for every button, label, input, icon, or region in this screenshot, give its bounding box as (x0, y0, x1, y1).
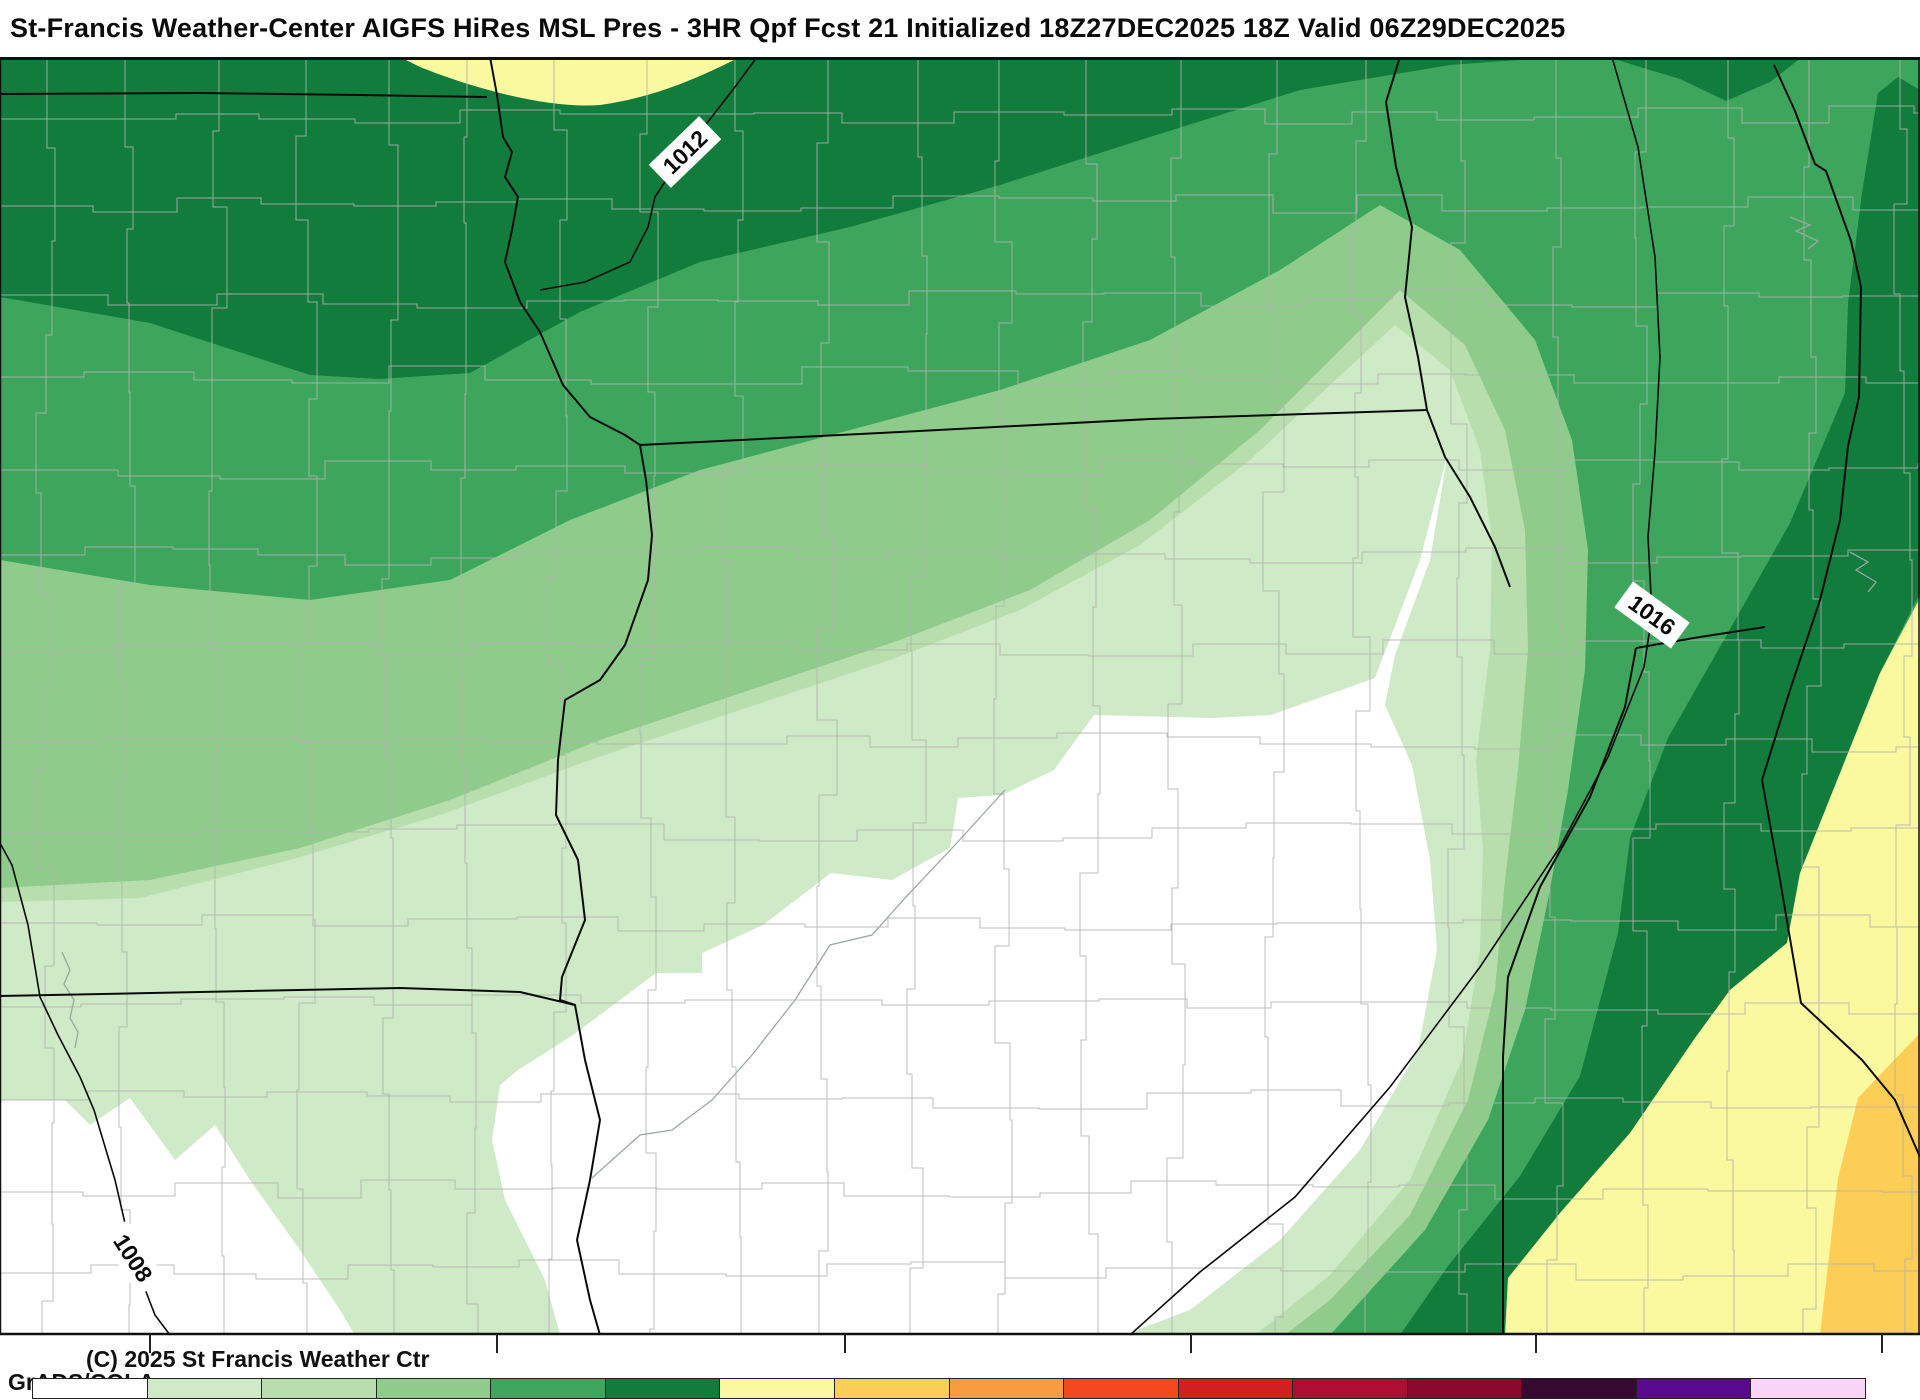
copyright-text: (C) 2025 St Francis Weather Ctr (86, 1346, 430, 1372)
river-small-ne1 (1789, 216, 1820, 250)
isobar-1016 (1129, 57, 1661, 1336)
map-frame (0, 57, 1920, 1353)
colorbar-cell (1522, 1379, 1637, 1398)
state-borders (0, 57, 1920, 1336)
fill-white-southwest (0, 1098, 355, 1335)
isobar-1012 (539, 57, 758, 291)
colorbar-cell (720, 1379, 835, 1398)
fill-yellow-top-patch (400, 57, 740, 106)
fill-yellow-se (1505, 598, 1920, 1335)
county-boundaries (0, 57, 1920, 1335)
title-bar: St-Francis Weather-Center AIGFS HiRes MS… (0, 0, 1920, 57)
colorbar-cell (1636, 1379, 1752, 1398)
colorbar-cell (491, 1379, 606, 1398)
fill-dark-ne-patch (1608, 57, 1802, 101)
fill-dark-top-band (0, 57, 1560, 379)
river-illinois (591, 789, 1006, 1179)
border-lakeshore (1761, 64, 1920, 1158)
qpf-shading (0, 57, 1920, 1335)
colorbar-cell (949, 1379, 1065, 1398)
colorbar-cell (33, 1379, 148, 1398)
colorbar-cell (1178, 1379, 1294, 1398)
border-horizontal-mid (639, 409, 1428, 446)
colorbar-cell (147, 1379, 263, 1398)
longitude-ticks (149, 1334, 1883, 1353)
border-branch-south (1502, 647, 1637, 1335)
colorbar-cell (605, 1379, 721, 1398)
map-title: St-Francis Weather-Center AIGFS HiRes MS… (10, 13, 1566, 43)
border-branch-east (1635, 626, 1766, 649)
river-small-west (61, 951, 79, 1049)
fill-dark-east-band (1400, 77, 1920, 1335)
colorbar-cell (376, 1379, 492, 1398)
border-north-horizontal (0, 92, 488, 98)
river-small-ne2 (1849, 551, 1877, 593)
colorbar-cell (1293, 1379, 1408, 1398)
colorbar-cell (262, 1379, 377, 1398)
colorbar-cell (1064, 1379, 1179, 1398)
rivers (61, 216, 1877, 1179)
colorbar-cell (834, 1379, 950, 1398)
border-winding-vertical (1385, 57, 1511, 588)
border-mississippi-river (489, 57, 653, 1336)
fill-white-minimum (492, 452, 1448, 1335)
fill-amber-se-corner (1820, 1033, 1920, 1335)
border-south-horizontal (0, 987, 576, 1006)
colorbar-cell (1751, 1379, 1865, 1398)
colorbar-cell (1407, 1379, 1523, 1398)
qpf-colorbar (32, 1378, 1866, 1399)
